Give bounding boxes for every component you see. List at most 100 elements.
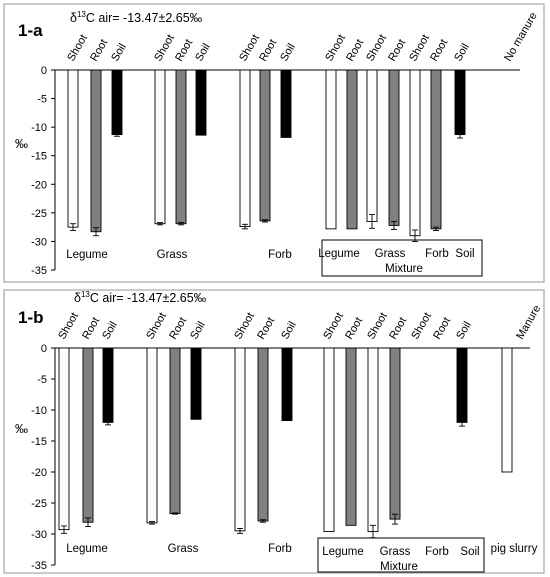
panel-1b-y-tick-label: -20 [31,467,47,479]
panel-1a-mixture-box [321,239,483,277]
panel-1a-border [3,3,545,283]
panel-1b-border [3,289,545,574]
panel-1a-column-header: Shoot [407,33,432,64]
panel-1a-bar-shoot [67,69,79,228]
panel-1b-y-tick-label: -5 [37,374,47,386]
panel-1b-bar-shoot [146,347,158,524]
panel-1a-bar-shoot [409,69,421,237]
panel-1a-column-header: Soil [193,42,213,64]
panel-1b-bar-shoot [367,347,379,532]
panel-1a-bar-shoot [239,69,251,228]
panel-1a-column-header: Shoot [364,33,389,64]
panel-1b-column-header: Soil [279,320,299,342]
panel-1a-bar-root [175,69,187,225]
panel-1b-manure-label: pig slurry [491,543,538,555]
panel-1b-y-tick-label: 0 [41,343,47,355]
panel-1b-y-tick-label: -15 [31,436,47,448]
panel-1b-group-label: Forb [268,543,292,555]
panel-1a-column-header: Shoot [323,33,348,64]
panel-1a-bar-shoot [154,69,166,225]
panel-1b-column-header: Manure [514,303,543,341]
panel-1b-column-header: Shoot [321,311,346,342]
panel-1a-y-tick-label: -5 [37,94,47,106]
panel-1a-y-tick-label: -25 [31,208,47,220]
panel-1a-bar-soil [280,69,292,138]
panel-1a-bar-soil [111,69,123,136]
panel-1a-bar-root [388,69,400,226]
panel-1b-group-label: Grass [168,543,199,555]
panel-1a-mixture-label: Forb [425,248,449,260]
panel-1a-column-header: Root [173,37,195,63]
panel-1b-bar-root [257,347,269,522]
panel-1b-column-header: Shoot [409,311,434,342]
panel-1b-column-header: Root [255,315,277,341]
panel-1b-group-label: Legume [66,543,108,555]
panel-1b: 1-b δ13C air= -13.47±2.65‰ ‰ 0 -5 -10 -15 -2… [3,289,545,574]
panel-1a-column-header: Root [386,37,408,63]
panel-1b-y-tick-label: -30 [31,529,47,541]
panel-1a-label: 1-a [18,21,43,40]
panel-1a-delta-label: δ13C air= -13.47±2.65‰ [70,10,203,25]
panel-1b-bar-root [389,347,401,520]
panel-1b-bar-soil [190,347,202,420]
panel-1b-delta-label: δ13C air= -13.47±2.65‰ [74,290,207,305]
panel-1a-bar-root [90,69,102,233]
panel-1a-column-header: Soil [278,42,298,64]
panel-1a-bar-shoot [325,69,337,230]
panel-1a-column-header: Soil [452,42,472,64]
panel-1a-group-label: Forb [268,249,292,261]
panel-1a-bar-root [259,69,271,222]
panel-1a-y-tick-label: 0 [41,65,47,77]
panel-1b-mixture-title: Mixture [380,561,418,573]
panel-1b-column-header: Root [431,315,453,341]
panel-1b-bar-soil [102,347,114,423]
panel-1b-column-header: Shoot [232,311,257,342]
panel-1a-y-tick-label: -20 [31,179,47,191]
panel-1a-column-header: Shoot [152,33,177,64]
panel-1a-y-tick-label: -15 [31,151,47,163]
panel-1a-y-tick-label: -30 [31,236,47,248]
panel-1a-bar-soil [195,69,207,136]
panel-1b-mixture-label: Forb [425,546,449,558]
panel-1b-bar-shoot [323,347,335,532]
panel-1a-column-header: Soil [109,42,129,64]
panel-1b-bar-soil [281,347,293,421]
panel-1b-column-header: Root [343,315,365,341]
panel-1b-bar-shoot [58,347,70,531]
panel-1b-column-header: Root [387,315,409,341]
panel-1b-column-header: Root [167,315,189,341]
panel-1a-y-tick-label: -35 [31,265,47,277]
panel-1b-column-header: Soil [100,320,120,342]
panel-1a-column-header: Root [344,37,366,63]
panel-1b-bar-root [82,347,94,523]
panel-1a-bar-shoot [366,69,378,222]
panel-1a-y-unit: ‰ [15,136,28,151]
panel-1a-column-header: No manure [502,10,540,63]
panel-1b-mixture-label: Legume [322,546,364,558]
panel-1b-bar-root [169,347,181,514]
panel-1a-mixture-label: Legume [318,248,360,260]
panel-1b-column-header: Root [80,315,102,341]
panel-1b-column-header: Shoot [56,311,81,342]
panel-1a: 1-a δ13C air= -13.47±2.65‰ ‰ 0 -5 -10 -15 -2… [3,3,545,283]
panel-1a-mixture-label: Soil [455,248,474,260]
panel-1b-column-header: Soil [188,320,208,342]
panel-1b-column-header: Soil [454,320,474,342]
panel-1b-y-tick-label: -10 [31,405,47,417]
panel-1a-column-header: Root [257,37,279,63]
panel-1b-label: 1-b [18,308,44,327]
panel-1a-bar-root [430,69,442,230]
panel-1b-bar-soil [456,347,468,423]
panel-1a-bar-root [346,69,358,230]
panel-1b-y-tick-label: -25 [31,498,47,510]
panel-1a-column-header: Shoot [65,33,90,64]
panel-1b-mixture-label: Grass [380,546,411,558]
panel-1a-y-tick-label: -10 [31,122,47,134]
panel-1a-delta-value: air= -13.47±2.65‰ [98,11,202,25]
panel-1b-bar-pig-slurry [501,347,513,473]
panel-1b-delta-value: air= -13.47±2.65‰ [102,291,206,305]
panel-1b-column-header: Shoot [144,311,169,342]
panel-1b-mixture-box [317,537,485,573]
panel-1a-bar-soil [454,69,466,136]
